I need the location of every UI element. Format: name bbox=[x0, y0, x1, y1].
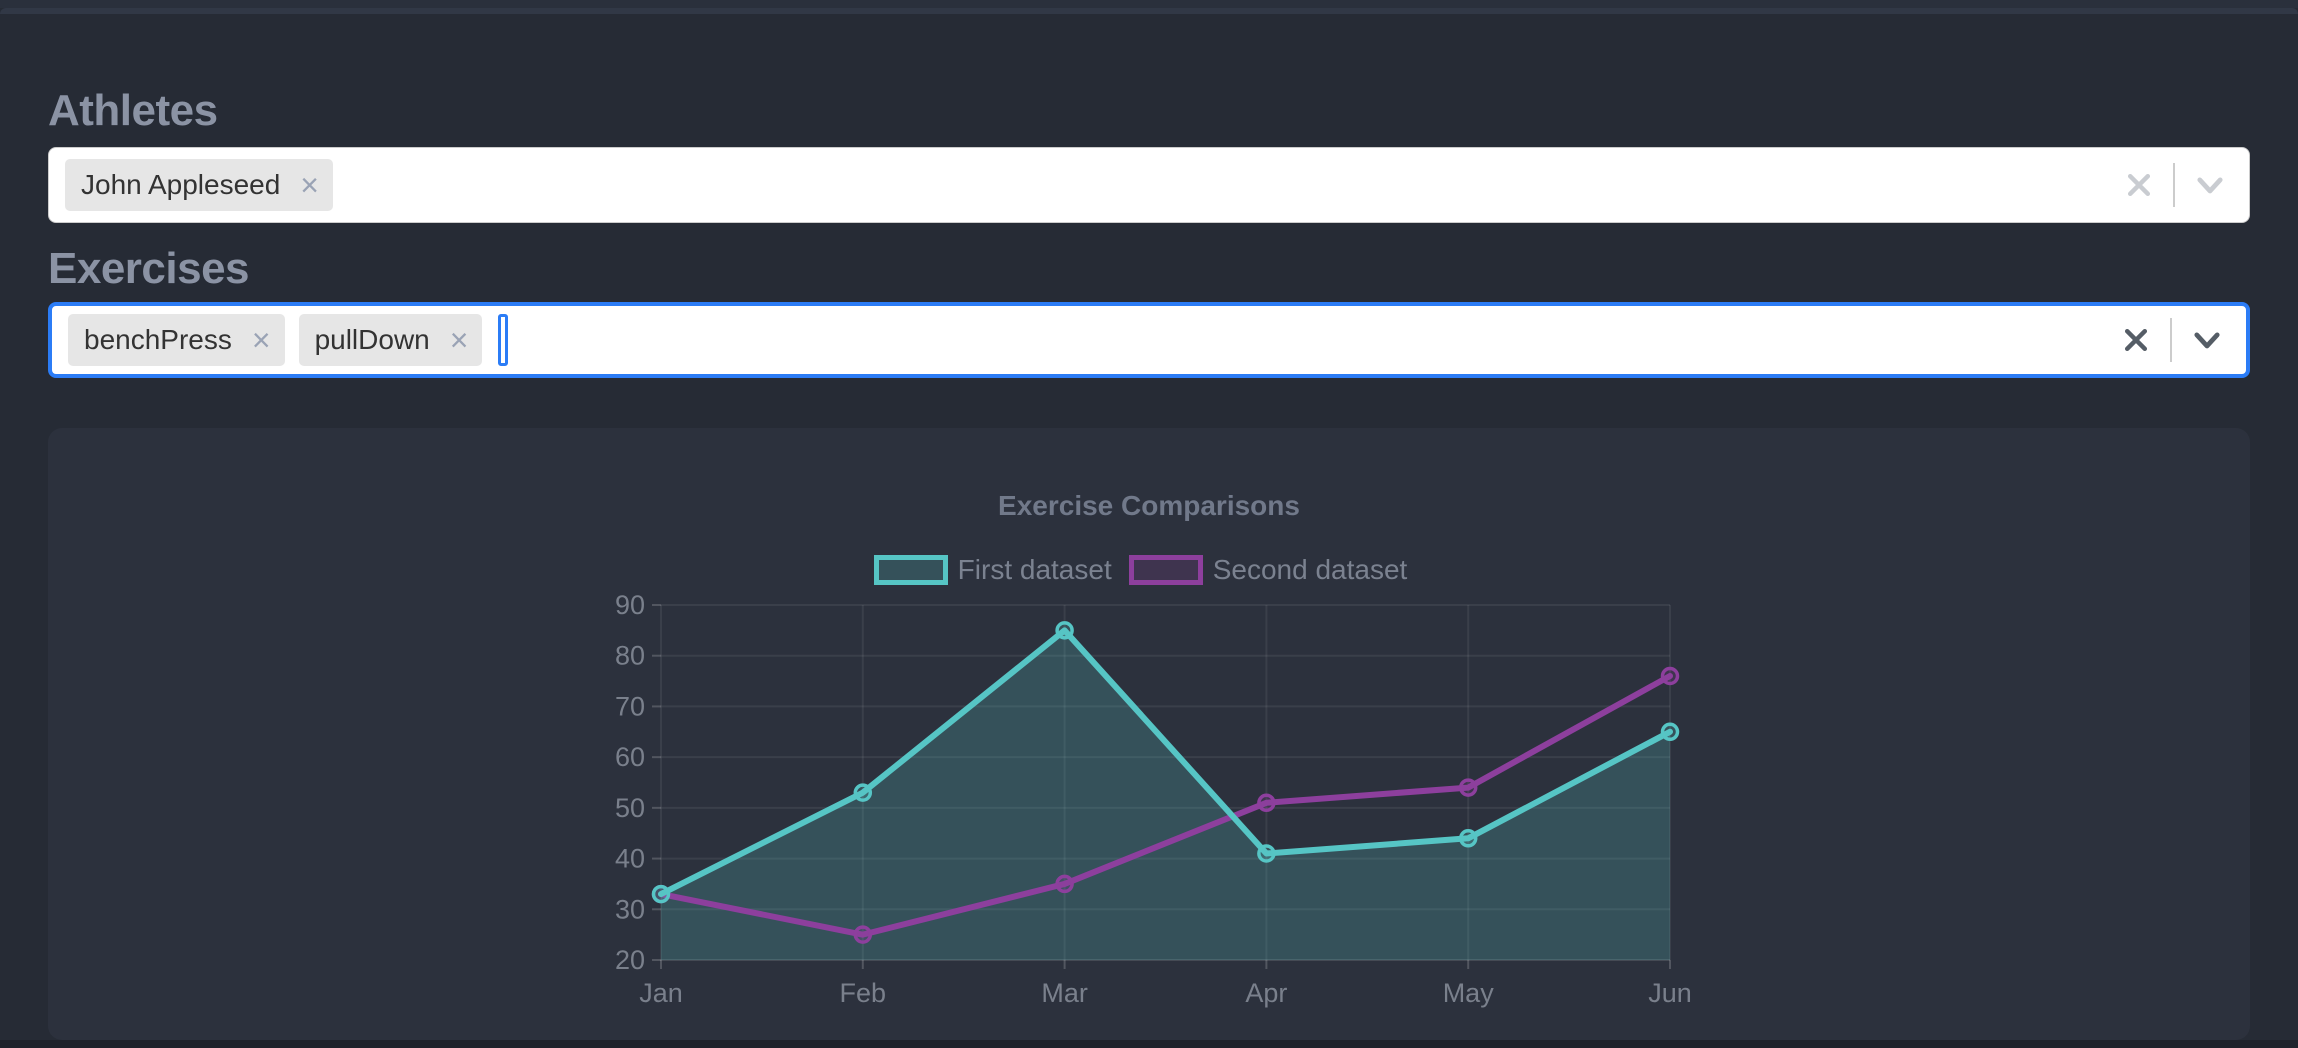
svg-text:60: 60 bbox=[615, 742, 645, 772]
athletes-select[interactable]: John Appleseed × bbox=[48, 147, 2250, 223]
svg-text:May: May bbox=[1443, 978, 1495, 1008]
athletes-select-values: John Appleseed × bbox=[49, 159, 2123, 211]
chevron-down-icon[interactable] bbox=[2190, 323, 2224, 357]
legend-swatch bbox=[873, 555, 948, 585]
tag-label: benchPress bbox=[84, 324, 232, 355]
svg-text:Feb: Feb bbox=[840, 978, 887, 1008]
tag-remove-icon[interactable]: × bbox=[449, 322, 469, 358]
select-indicators bbox=[2120, 318, 2246, 362]
legend-label: First dataset bbox=[957, 554, 1112, 585]
svg-text:50: 50 bbox=[615, 793, 645, 823]
window-top-strip bbox=[0, 0, 2298, 8]
athletes-heading: Athletes bbox=[48, 86, 218, 135]
svg-text:20: 20 bbox=[615, 945, 645, 975]
chart-legend: First dataset Second dataset bbox=[48, 554, 2250, 586]
tag-label: John Appleseed bbox=[81, 169, 281, 200]
window-bottom-strip bbox=[0, 1040, 2298, 1048]
legend-label: Second dataset bbox=[1212, 554, 1408, 585]
selected-exercise-tag: pullDown × bbox=[298, 314, 483, 366]
content-top-edge bbox=[0, 8, 2298, 14]
indicator-separator bbox=[2170, 318, 2172, 362]
clear-icon[interactable] bbox=[2123, 169, 2155, 201]
chevron-down-icon[interactable] bbox=[2193, 168, 2227, 202]
exercises-heading: Exercises bbox=[48, 244, 250, 293]
selected-athlete-tag: John Appleseed × bbox=[65, 159, 333, 211]
line-chart: 20 30 40 50 60 70 80 90 Jan Feb Mar Apr May Jun bbox=[560, 590, 1810, 1022]
tag-remove-icon[interactable]: × bbox=[251, 322, 271, 358]
svg-text:90: 90 bbox=[615, 592, 645, 620]
selected-exercise-tag: benchPress × bbox=[68, 314, 285, 366]
legend-item-first-dataset[interactable]: First dataset bbox=[873, 554, 1112, 586]
svg-text:80: 80 bbox=[615, 641, 645, 671]
chart-title: Exercise Comparisons bbox=[998, 490, 1300, 521]
svg-text:Apr: Apr bbox=[1245, 978, 1287, 1008]
svg-text:Mar: Mar bbox=[1041, 978, 1088, 1008]
text-cursor[interactable] bbox=[498, 314, 509, 366]
svg-text:30: 30 bbox=[615, 894, 645, 924]
tag-label: pullDown bbox=[314, 324, 430, 355]
chart-card: Exercise Comparisons First dataset Secon… bbox=[48, 428, 2250, 1040]
exercises-select-values: benchPress × pullDown × bbox=[52, 314, 2120, 366]
svg-text:Jun: Jun bbox=[1648, 978, 1692, 1008]
tag-remove-icon[interactable]: × bbox=[300, 167, 319, 203]
select-indicators bbox=[2123, 163, 2249, 207]
clear-icon[interactable] bbox=[2120, 324, 2152, 356]
svg-text:70: 70 bbox=[615, 691, 645, 721]
indicator-separator bbox=[2173, 163, 2175, 207]
chart-svg: 20 30 40 50 60 70 80 90 Jan Feb Mar Apr May Jun bbox=[615, 590, 1692, 1008]
svg-text:Jan: Jan bbox=[639, 978, 683, 1008]
legend-swatch bbox=[1128, 555, 1203, 585]
exercises-select[interactable]: benchPress × pullDown × bbox=[48, 302, 2250, 378]
legend-item-second-dataset[interactable]: Second dataset bbox=[1128, 554, 1408, 586]
svg-text:40: 40 bbox=[615, 844, 645, 874]
